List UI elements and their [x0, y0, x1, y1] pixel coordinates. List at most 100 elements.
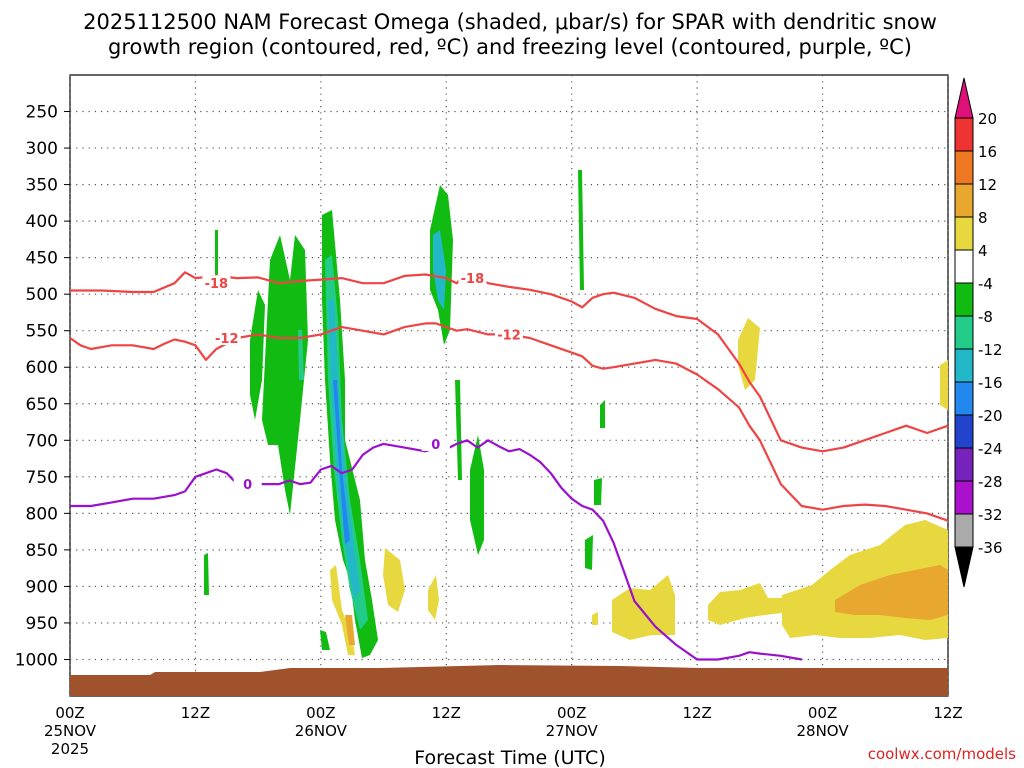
contour-label-bg — [233, 476, 262, 492]
colorbar-cap-bottom — [954, 546, 974, 588]
omega-region-green — [215, 230, 218, 275]
y-tick-label: 350 — [26, 176, 58, 196]
contour-label: -12 — [215, 332, 239, 347]
omega-region-green — [320, 630, 330, 650]
omega-shading — [70, 170, 948, 696]
contour-label: -18 — [205, 277, 229, 292]
y-tick-label: 250 — [26, 103, 58, 123]
omega-region-yellow — [383, 548, 405, 612]
colorbar-cap-top — [954, 77, 974, 119]
x-tick-label: 00Z — [808, 704, 837, 722]
omega-region-yellow — [612, 575, 675, 640]
colorbar-swatch — [954, 282, 974, 317]
colorbar-swatch — [954, 348, 974, 383]
colorbar-swatch — [954, 216, 974, 251]
y-tick-label: 800 — [26, 504, 58, 524]
colorbar-swatch — [954, 513, 974, 548]
colorbar-swatch — [954, 447, 974, 482]
contour-label: -18 — [461, 272, 485, 287]
contour-label-bg — [495, 326, 523, 342]
colorbar-label: 20 — [978, 110, 997, 128]
omega-region-green — [262, 235, 308, 515]
x-tick-label: 12Z — [432, 704, 461, 722]
y-tick-label: 300 — [26, 139, 58, 159]
omega-region-green — [578, 170, 584, 290]
omega-region-yellow — [592, 612, 598, 625]
colorbar-swatch — [954, 150, 974, 185]
colorbar-label: -12 — [978, 341, 1003, 359]
omega-region-cyan — [328, 300, 360, 600]
y-tick-label: 400 — [26, 212, 58, 232]
colorbar-label: 12 — [978, 176, 997, 194]
colorbar-swatch — [954, 249, 974, 284]
omega-region-blue — [333, 380, 350, 545]
contour-label: 0 — [431, 438, 440, 453]
contour-label-bg — [212, 330, 241, 346]
x-tick-label: 12Z — [682, 704, 711, 722]
y-tick-label: 900 — [26, 577, 58, 597]
omega-region-green — [585, 535, 593, 570]
colorbar-swatch — [954, 117, 974, 152]
colorbar-swatch — [954, 183, 974, 218]
omega-region-green — [594, 478, 602, 505]
x-tick-label: 12Z — [933, 704, 962, 722]
omega-region-green — [600, 400, 605, 428]
colorbar-label: -32 — [978, 506, 1003, 524]
omega-region-teal — [298, 330, 304, 380]
colorbar-swatch — [954, 381, 974, 416]
y-tick-label: 700 — [26, 431, 58, 451]
colorbar-swatch — [954, 414, 974, 449]
y-tick-label: 850 — [26, 541, 58, 561]
chart-title-line1: 2025112500 NAM Forecast Omega (shaded, μ… — [83, 10, 937, 34]
contour-lines: -18 -12 0 -18 -12 0 — [69, 270, 949, 661]
colorbar-label: 16 — [978, 143, 997, 161]
y-tick-label: 1000 — [15, 650, 58, 670]
x-tick-date: 27NOV — [546, 722, 599, 740]
y-tick-label: 450 — [26, 249, 58, 269]
colorbar-label: -24 — [978, 440, 1003, 458]
omega-region-green — [470, 435, 484, 555]
colorbar-label: -8 — [978, 308, 993, 326]
y-tick-label: 950 — [26, 614, 58, 634]
omega-region-orange — [835, 565, 948, 620]
omega-region-yellow — [708, 583, 790, 625]
x-tick-label: 00Z — [557, 704, 586, 722]
contour--12 — [69, 322, 949, 522]
x-tick-date: 28NOV — [797, 722, 850, 740]
omega-region-green — [250, 290, 265, 420]
y-tick-label: 550 — [26, 322, 58, 342]
grid-lines — [69, 75, 949, 696]
omega-region-yellow — [428, 575, 439, 620]
omega-region-yellow — [940, 360, 948, 410]
y-tick-label: 650 — [26, 395, 58, 415]
x-tick-year: 2025 — [51, 740, 89, 758]
y-axis-ticks: 250 300 350 400 450 500 550 600 650 700 750 800 850 9… — [15, 103, 70, 670]
omega-region-cyan — [433, 230, 446, 310]
y-tick-label: 750 — [26, 468, 58, 488]
y-tick-label: 500 — [26, 285, 58, 305]
x-tick-label: 00Z — [55, 704, 84, 722]
x-tick-label: 00Z — [306, 704, 335, 722]
colorbar-label: -36 — [978, 539, 1003, 557]
x-tick-date: 26NOV — [295, 722, 348, 740]
colorbar: 20 16 12 8 4 -4 -8 -12 -16 -20 -24 -28 -32 -36 — [954, 77, 1003, 588]
credit-text: coolwx.com/models — [868, 745, 1016, 763]
colorbar-label: -20 — [978, 407, 1003, 425]
omega-region-green — [204, 553, 209, 595]
colorbar-label: -4 — [978, 275, 993, 293]
colorbar-label: -16 — [978, 374, 1003, 392]
omega-region-orange — [345, 615, 355, 645]
colorbar-swatch — [954, 315, 974, 350]
x-axis-label: Forecast Time (UTC) — [414, 747, 605, 768]
contour-label-bg — [202, 275, 231, 291]
contour-label: 0 — [243, 478, 252, 493]
omega-region-green — [455, 380, 462, 480]
terrain-ground — [70, 665, 948, 696]
colorbar-label: 8 — [978, 209, 988, 227]
y-tick-label: 600 — [26, 358, 58, 378]
x-tick-date: 25NOV — [44, 722, 97, 740]
chart-title-line2: growth region (contoured, red, ºC) and f… — [108, 35, 912, 59]
contour-label-bg — [458, 270, 487, 286]
colorbar-label: -28 — [978, 473, 1003, 491]
